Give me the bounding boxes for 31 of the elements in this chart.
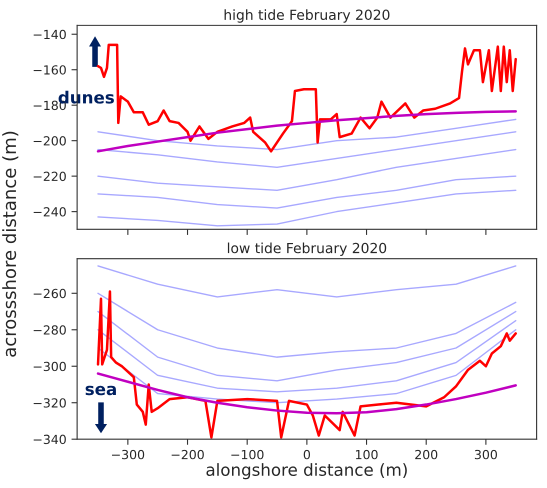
line-series — [96, 110, 517, 153]
y-tick-label: −240 — [34, 207, 66, 217]
x-axis-title: alongshore distance (m) — [206, 463, 407, 480]
line-series — [97, 265, 516, 298]
y-axis-title: acrossshore distance (m) — [2, 132, 18, 357]
y-tick-label: −140 — [34, 30, 66, 40]
y-tick-label: −200 — [34, 136, 66, 146]
line-series — [97, 175, 516, 209]
y-tick-label: −340 — [34, 434, 66, 444]
y-tick-label: −300 — [34, 362, 66, 372]
line-series — [97, 310, 516, 382]
x-tick-label: 300 — [474, 450, 497, 460]
x-tick-label: −100 — [231, 450, 264, 460]
x-tick-label: −300 — [112, 450, 144, 460]
chart-title: low tide February 2020 — [228, 242, 386, 256]
line-series — [97, 131, 516, 168]
chart-title: high tide February 2020 — [224, 9, 390, 23]
line-series — [97, 148, 516, 192]
y-tick-label: −160 — [34, 65, 66, 75]
x-tick-label: −200 — [172, 450, 204, 460]
annotation: sea — [86, 386, 116, 396]
y-tick-label: −260 — [34, 288, 66, 298]
x-tick-label: 200 — [415, 450, 438, 460]
x-tick-label: 0 — [304, 450, 310, 460]
x-tick-label: 100 — [356, 450, 378, 460]
line-series — [97, 190, 516, 227]
y-tick-label: −320 — [34, 398, 66, 408]
line-series — [97, 292, 516, 358]
y-tick-label: −280 — [34, 325, 66, 335]
line-series — [97, 118, 516, 150]
y-tick-label: −220 — [34, 172, 66, 182]
